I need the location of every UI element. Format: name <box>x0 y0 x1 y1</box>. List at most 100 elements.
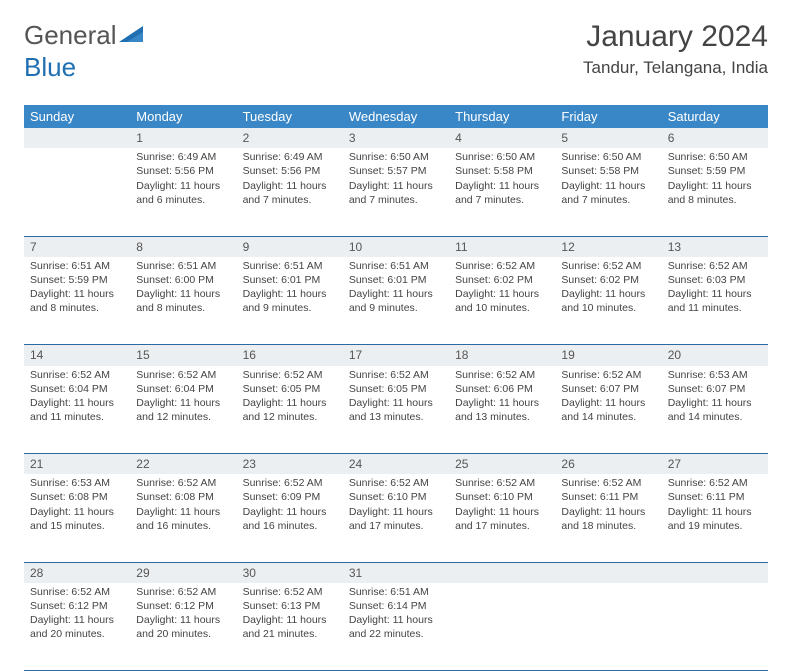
title-block: January 2024 Tandur, Telangana, India <box>583 20 768 78</box>
location: Tandur, Telangana, India <box>583 58 768 78</box>
logo-text-1: General <box>24 20 117 51</box>
day-sunrise: Sunrise: 6:51 AM <box>243 259 337 273</box>
day-number: 19 <box>555 345 661 366</box>
day-sunset: Sunset: 6:08 PM <box>30 490 124 504</box>
day-sunrise: Sunrise: 6:49 AM <box>136 150 230 164</box>
day-sunset: Sunset: 6:11 PM <box>561 490 655 504</box>
day-sunrise: Sunrise: 6:50 AM <box>349 150 443 164</box>
day-number: 3 <box>343 128 449 148</box>
week-row: Sunrise: 6:52 AMSunset: 6:04 PMDaylight:… <box>24 366 768 454</box>
day-number: 30 <box>237 562 343 583</box>
day-sunrise: Sunrise: 6:52 AM <box>561 368 655 382</box>
day-cell: Sunrise: 6:52 AMSunset: 6:06 PMDaylight:… <box>449 366 555 454</box>
day-number: 8 <box>130 236 236 257</box>
day-cell: Sunrise: 6:51 AMSunset: 6:00 PMDaylight:… <box>130 257 236 345</box>
weekday-header: Saturday <box>662 105 768 128</box>
day-daylight: Daylight: 11 hours and 10 minutes. <box>455 287 549 315</box>
day-cell: Sunrise: 6:52 AMSunset: 6:12 PMDaylight:… <box>130 583 236 671</box>
month-title: January 2024 <box>583 20 768 54</box>
day-sunrise: Sunrise: 6:52 AM <box>561 476 655 490</box>
day-cell: Sunrise: 6:52 AMSunset: 6:04 PMDaylight:… <box>24 366 130 454</box>
day-sunset: Sunset: 6:00 PM <box>136 273 230 287</box>
day-daylight: Daylight: 11 hours and 8 minutes. <box>136 287 230 315</box>
calendar-table: Sunday Monday Tuesday Wednesday Thursday… <box>24 105 768 671</box>
day-sunset: Sunset: 6:06 PM <box>455 382 549 396</box>
day-number: 4 <box>449 128 555 148</box>
logo: General <box>24 20 145 51</box>
day-sunrise: Sunrise: 6:52 AM <box>136 368 230 382</box>
day-daylight: Daylight: 11 hours and 14 minutes. <box>668 396 762 424</box>
weekday-header: Friday <box>555 105 661 128</box>
day-daylight: Daylight: 11 hours and 15 minutes. <box>30 505 124 533</box>
weekday-header: Thursday <box>449 105 555 128</box>
day-sunset: Sunset: 6:05 PM <box>243 382 337 396</box>
day-sunset: Sunset: 6:08 PM <box>136 490 230 504</box>
day-cell: Sunrise: 6:52 AMSunset: 6:12 PMDaylight:… <box>24 583 130 671</box>
day-cell: Sunrise: 6:51 AMSunset: 6:01 PMDaylight:… <box>343 257 449 345</box>
day-cell: Sunrise: 6:52 AMSunset: 6:05 PMDaylight:… <box>343 366 449 454</box>
day-sunset: Sunset: 6:03 PM <box>668 273 762 287</box>
day-number: 10 <box>343 236 449 257</box>
day-sunrise: Sunrise: 6:53 AM <box>668 368 762 382</box>
day-number: 16 <box>237 345 343 366</box>
day-cell <box>555 583 661 671</box>
day-sunset: Sunset: 6:10 PM <box>349 490 443 504</box>
day-number: 31 <box>343 562 449 583</box>
daynum-row: 14151617181920 <box>24 345 768 366</box>
weekday-header: Monday <box>130 105 236 128</box>
day-number <box>449 562 555 583</box>
day-sunrise: Sunrise: 6:50 AM <box>668 150 762 164</box>
day-cell: Sunrise: 6:49 AMSunset: 5:56 PMDaylight:… <box>237 148 343 236</box>
day-daylight: Daylight: 11 hours and 10 minutes. <box>561 287 655 315</box>
day-sunset: Sunset: 5:56 PM <box>136 164 230 178</box>
day-number: 21 <box>24 454 130 475</box>
day-number: 2 <box>237 128 343 148</box>
day-number: 7 <box>24 236 130 257</box>
day-sunset: Sunset: 5:59 PM <box>668 164 762 178</box>
day-sunrise: Sunrise: 6:52 AM <box>668 259 762 273</box>
day-daylight: Daylight: 11 hours and 19 minutes. <box>668 505 762 533</box>
day-sunrise: Sunrise: 6:52 AM <box>30 368 124 382</box>
day-cell: Sunrise: 6:52 AMSunset: 6:08 PMDaylight:… <box>130 474 236 562</box>
day-number <box>662 562 768 583</box>
weekday-header: Sunday <box>24 105 130 128</box>
day-sunset: Sunset: 5:57 PM <box>349 164 443 178</box>
day-sunrise: Sunrise: 6:52 AM <box>349 368 443 382</box>
day-sunset: Sunset: 6:09 PM <box>243 490 337 504</box>
day-cell: Sunrise: 6:52 AMSunset: 6:10 PMDaylight:… <box>343 474 449 562</box>
day-number: 20 <box>662 345 768 366</box>
week-row: Sunrise: 6:49 AMSunset: 5:56 PM Daylight:… <box>24 148 768 236</box>
day-daylight: Daylight: 11 hours and 7 minutes. <box>349 179 443 207</box>
day-daylight: Daylight: 11 hours and 8 minutes. <box>30 287 124 315</box>
day-cell: Sunrise: 6:51 AMSunset: 5:59 PMDaylight:… <box>24 257 130 345</box>
day-cell: Sunrise: 6:49 AMSunset: 5:56 PMDaylight:… <box>130 148 236 236</box>
day-sunset: Sunset: 5:58 PM <box>561 164 655 178</box>
day-sunrise: Sunrise: 6:50 AM <box>561 150 655 164</box>
day-daylight: Daylight: 11 hours and 11 minutes. <box>30 396 124 424</box>
day-number: 15 <box>130 345 236 366</box>
day-number: 6 <box>662 128 768 148</box>
day-sunrise: Sunrise: 6:52 AM <box>136 476 230 490</box>
day-daylight: Daylight: 11 hours and 20 minutes. <box>136 613 230 641</box>
day-sunset: Sunset: 6:07 PM <box>668 382 762 396</box>
day-daylight: Daylight: 11 hours and 14 minutes. <box>561 396 655 424</box>
logo-text-2: Blue <box>24 52 76 83</box>
day-sunset: Sunset: 6:07 PM <box>561 382 655 396</box>
day-number: 23 <box>237 454 343 475</box>
week-row: Sunrise: 6:53 AMSunset: 6:08 PMDaylight:… <box>24 474 768 562</box>
day-cell: Sunrise: 6:52 AMSunset: 6:04 PMDaylight:… <box>130 366 236 454</box>
weekday-header-row: Sunday Monday Tuesday Wednesday Thursday… <box>24 105 768 128</box>
day-cell: Sunrise: 6:52 AMSunset: 6:11 PMDaylight:… <box>662 474 768 562</box>
day-sunrise: Sunrise: 6:52 AM <box>243 585 337 599</box>
day-daylight: Daylight: 11 hours and 8 minutes. <box>668 179 762 207</box>
day-cell: Sunrise: 6:52 AMSunset: 6:09 PMDaylight:… <box>237 474 343 562</box>
day-cell: Sunrise: 6:52 AMSunset: 6:10 PMDaylight:… <box>449 474 555 562</box>
day-daylight: Daylight: 11 hours and 13 minutes. <box>455 396 549 424</box>
day-sunset: Sunset: 6:01 PM <box>243 273 337 287</box>
day-number: 14 <box>24 345 130 366</box>
day-sunrise: Sunrise: 6:51 AM <box>30 259 124 273</box>
day-cell: Sunrise: 6:53 AMSunset: 6:07 PMDaylight:… <box>662 366 768 454</box>
day-number: 28 <box>24 562 130 583</box>
day-cell: Sunrise: 6:50 AMSunset: 5:58 PMDaylight:… <box>449 148 555 236</box>
day-cell: Sunrise: 6:51 AMSunset: 6:01 PMDaylight:… <box>237 257 343 345</box>
